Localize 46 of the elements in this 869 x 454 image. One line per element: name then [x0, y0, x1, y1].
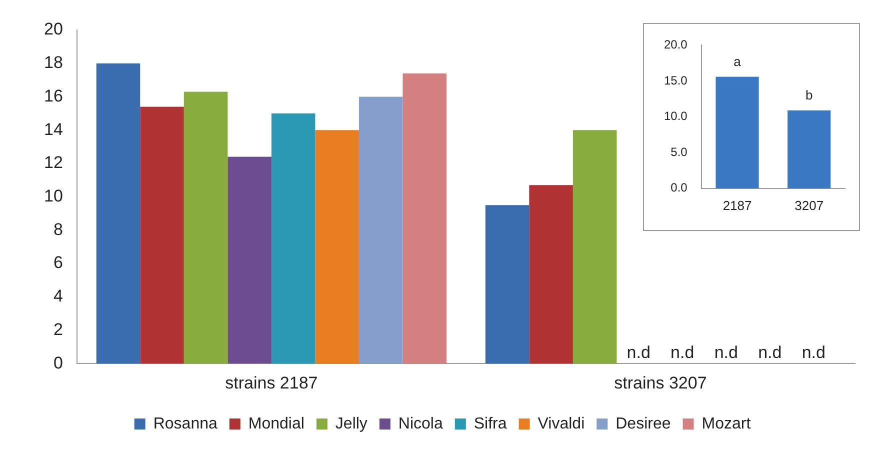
bar [184, 92, 228, 364]
x-tick-label: strains 3207 [614, 373, 707, 392]
y-tick-label: 15.0 [664, 73, 688, 88]
legend-label: Sifra [474, 415, 507, 432]
annotation: a [734, 54, 742, 69]
legend-label: Mozart [702, 415, 752, 432]
bar [572, 130, 617, 364]
y-tick-label: 20 [44, 20, 63, 39]
annotation: b [805, 87, 813, 102]
x-tick-label: 2187 [722, 198, 752, 213]
legend-label: Desiree [616, 415, 671, 432]
y-tick-label: 12 [44, 153, 63, 172]
text: n.d [758, 342, 782, 362]
y-tick-label: 6 [53, 253, 63, 272]
y-tick-label: 20.0 [664, 38, 688, 52]
legend-label: Jelly [335, 415, 368, 432]
y-tick-label: 16 [44, 86, 63, 106]
y-tick-label: 10.0 [664, 109, 688, 124]
legend-label: Rosanna [153, 415, 218, 432]
bar [358, 96, 403, 364]
legend-label: Mondial [248, 415, 304, 432]
y-tick-label: 10 [44, 186, 63, 206]
text: n.d [626, 342, 650, 362]
text: n.d [670, 342, 694, 362]
bar [485, 205, 530, 364]
x-tick-label: 3207 [794, 198, 824, 213]
bar [402, 73, 447, 364]
y-tick-label: 4 [53, 286, 63, 306]
y-tick-label: 18 [44, 53, 63, 72]
bar [96, 63, 140, 364]
y-tick-label: 0.0 [670, 180, 688, 195]
x-tick-label: strains 2187 [225, 373, 318, 392]
y-tick-label: 8 [53, 220, 63, 239]
bar [315, 130, 359, 364]
text: n.d [802, 342, 826, 362]
bar [140, 106, 184, 364]
y-tick-label: 2 [53, 320, 63, 339]
text: n.d [714, 342, 738, 362]
bar [529, 185, 573, 364]
y-tick-label: 0 [53, 353, 63, 372]
y-tick-label: 14 [44, 120, 63, 139]
legend-label: Vivaldi [538, 415, 585, 432]
y-tick-label: 5.0 [670, 144, 688, 159]
legend-label: Nicola [398, 415, 443, 432]
bar [228, 156, 272, 364]
bar [271, 113, 316, 364]
